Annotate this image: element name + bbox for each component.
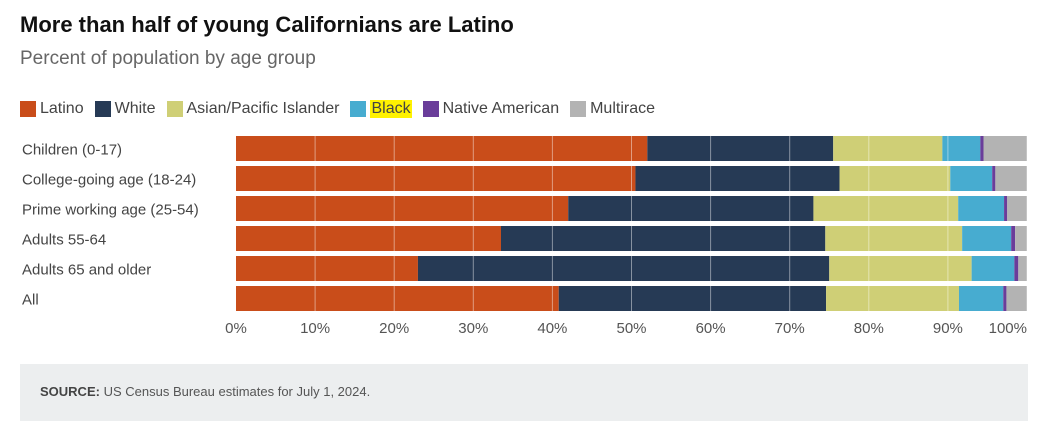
x-tick-label-2: 20% — [379, 320, 409, 337]
bar-black-prime-working-age-25-54 — [958, 196, 1005, 221]
legend-item-white: White — [94, 100, 156, 118]
legend-label-latino: Latino — [40, 100, 84, 117]
source-note: SOURCE: US Census Bureau estimates for J… — [40, 384, 370, 399]
source-text: US Census Bureau estimates for July 1, 2… — [103, 384, 371, 399]
bar-black-adults-55-64 — [962, 226, 1012, 251]
legend-item-multirace: Multirace — [570, 100, 655, 118]
legend-item-black: Black — [350, 100, 412, 118]
source-box: SOURCE: US Census Bureau estimates for J… — [20, 364, 1028, 421]
legend-swatch-asian-pacific-islander — [166, 101, 183, 117]
x-tick-label-8: 80% — [854, 320, 884, 337]
bar-asian-pacific-islander-adults-65-and-older — [829, 256, 972, 281]
bar-asian-pacific-islander-all — [826, 286, 959, 311]
bar-latino-college-going-age-18-24 — [236, 166, 636, 191]
legend-swatch-white — [94, 101, 111, 117]
legend-swatch-latino — [20, 101, 36, 117]
x-tick-label-7: 70% — [775, 320, 805, 337]
bar-white-adults-65-and-older — [417, 256, 830, 281]
legend-item-asian-pacific-islander: Asian/Pacific Islander — [166, 100, 340, 118]
bar-asian-pacific-islander-children-0-17 — [833, 136, 943, 161]
legend-swatch-multirace — [570, 101, 587, 117]
bar-native-american-children-0-17 — [980, 136, 984, 161]
source-label: SOURCE: — [40, 384, 100, 399]
legend-label-native-american: Native American — [442, 100, 560, 117]
x-tick-label-3: 30% — [458, 320, 488, 337]
bar-latino-prime-working-age-25-54 — [236, 196, 569, 221]
bar-asian-pacific-islander-college-going-age-18-24 — [839, 166, 951, 191]
bar-native-american-college-going-age-18-24 — [992, 166, 996, 191]
bar-white-college-going-age-18-24 — [635, 166, 840, 191]
legend-label-black: Black — [370, 100, 412, 118]
legend-label-white: White — [114, 100, 156, 117]
bar-white-prime-working-age-25-54 — [568, 196, 814, 221]
bar-multirace-all — [1006, 286, 1027, 311]
bar-multirace-adults-55-64 — [1015, 226, 1027, 251]
x-tick-label-6: 60% — [696, 320, 726, 337]
page-title: More than half of young Californians are… — [20, 12, 514, 37]
chart-legend: Latino White Asian/Pacific Islander Black Na… — [20, 98, 666, 120]
bar-asian-pacific-islander-adults-55-64 — [825, 226, 963, 251]
category-label-adults-65-and-older: Adults 65 and older — [22, 262, 151, 279]
bar-multirace-children-0-17 — [983, 136, 1027, 161]
bar-latino-children-0-17 — [236, 136, 648, 161]
page-subtitle: Percent of population by age group — [20, 48, 316, 69]
bar-black-children-0-17 — [942, 136, 981, 161]
bar-white-adults-55-64 — [500, 226, 826, 251]
legend-swatch-native-american — [422, 101, 439, 117]
bar-white-children-0-17 — [647, 136, 834, 161]
bar-white-all — [558, 286, 827, 311]
stacked-bar-chart: Children (0-17) College-going age (18-24)… — [22, 136, 1028, 337]
legend-label-asian-pacific-islander: Asian/Pacific Islander — [186, 100, 340, 117]
bar-latino-all — [236, 286, 559, 311]
bar-black-adults-65-and-older — [971, 256, 1015, 281]
bar-latino-adults-55-64 — [236, 226, 501, 251]
category-label-college-going-age-18-24: College-going age (18-24) — [22, 172, 196, 189]
bar-black-college-going-age-18-24 — [950, 166, 993, 191]
bar-multirace-adults-65-and-older — [1018, 256, 1027, 281]
legend-item-latino: Latino — [20, 100, 84, 118]
legend-label-multirace: Multirace — [590, 100, 655, 117]
bar-latino-adults-65-and-older — [236, 256, 418, 281]
legend-swatch-black — [350, 101, 367, 117]
bar-native-american-adults-65-and-older — [1014, 256, 1019, 281]
bar-black-all — [958, 286, 1004, 311]
category-label-all: All — [22, 292, 39, 309]
bar-asian-pacific-islander-prime-working-age-25-54 — [813, 196, 959, 221]
legend-item-native-american: Native American — [422, 100, 560, 118]
bar-multirace-college-going-age-18-24 — [995, 166, 1027, 191]
bar-native-american-all — [1003, 286, 1007, 311]
bar-multirace-prime-working-age-25-54 — [1007, 196, 1027, 221]
x-tick-label-0: 0% — [225, 320, 247, 337]
x-tick-label-10: 100% — [989, 320, 1027, 337]
category-label-adults-55-64: Adults 55-64 — [22, 232, 106, 249]
x-tick-label-4: 40% — [537, 320, 567, 337]
x-tick-label-1: 10% — [300, 320, 330, 337]
bar-native-american-adults-55-64 — [1011, 226, 1016, 251]
category-label-children-0-17: Children (0-17) — [22, 142, 122, 159]
bar-native-american-prime-working-age-25-54 — [1004, 196, 1008, 221]
x-tick-label-5: 50% — [616, 320, 646, 337]
category-label-prime-working-age-25-54: Prime working age (25-54) — [22, 202, 199, 219]
x-tick-label-9: 90% — [933, 320, 963, 337]
